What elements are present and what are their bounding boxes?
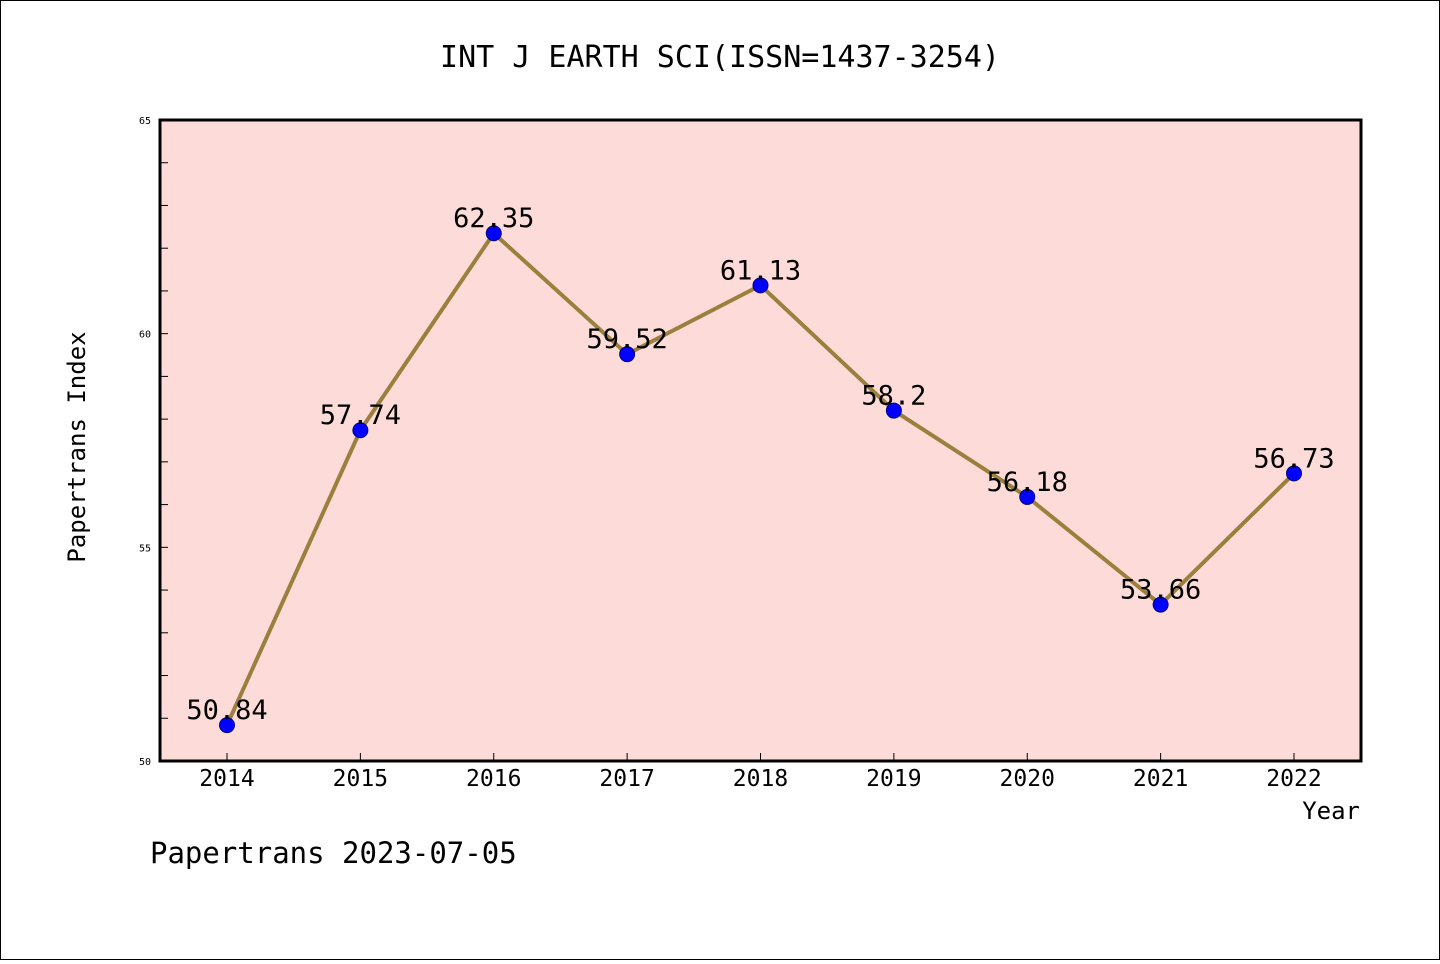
data-label: 62.35: [453, 203, 534, 234]
data-point: [752, 277, 769, 294]
y-tick-label: 55: [139, 543, 151, 554]
x-tick-label: 2014: [199, 766, 254, 792]
data-label: 53.66: [1120, 575, 1201, 606]
data-label: 58.2: [861, 381, 926, 412]
y-tick-label: 50: [139, 757, 151, 768]
x-tick-label: 2015: [333, 766, 388, 792]
data-label: 61.13: [720, 255, 801, 286]
x-tick-label: 2020: [1000, 766, 1055, 792]
y-tick-label: 65: [139, 116, 151, 127]
data-point: [885, 402, 902, 419]
data-label: 57.74: [320, 400, 401, 431]
x-axis-label: Year: [1302, 797, 1360, 825]
data-label: 56.18: [987, 467, 1068, 498]
data-point: [485, 225, 502, 242]
footer-text: Papertrans 2023-07-05: [150, 836, 517, 870]
x-tick-label: 2021: [1133, 766, 1188, 792]
data-label: 50.84: [186, 695, 267, 726]
y-axis-label: Papertrans Index: [63, 331, 91, 562]
x-tick-label: 2019: [866, 766, 921, 792]
data-point: [619, 346, 636, 363]
data-label: 59.52: [586, 324, 667, 355]
plot-area: [158, 118, 1363, 763]
data-point: [1286, 465, 1302, 482]
x-tick-label: 2022: [1266, 766, 1321, 792]
data-point: [1152, 596, 1169, 613]
y-tick-label: 60: [139, 330, 151, 341]
chart-title: INT J EARTH SCI(ISSN=1437-3254): [440, 40, 1000, 75]
ticks-layer: 50 55 60 65 2014 2015 2016 2017 2018 2019 2020 2021…: [139, 116, 1322, 792]
x-tick-label: 2018: [733, 766, 788, 792]
series-layer: 50.84 57.74 62.35 59.52 61.13 58.2 56.18 53.66 5…: [186, 203, 1335, 734]
data-label: 56.73: [1253, 443, 1334, 474]
data-point: [219, 717, 235, 734]
x-tick-label: 2017: [599, 766, 654, 792]
data-point: [1019, 488, 1036, 505]
x-tick-label: 2016: [466, 766, 521, 792]
data-point: [352, 422, 369, 439]
